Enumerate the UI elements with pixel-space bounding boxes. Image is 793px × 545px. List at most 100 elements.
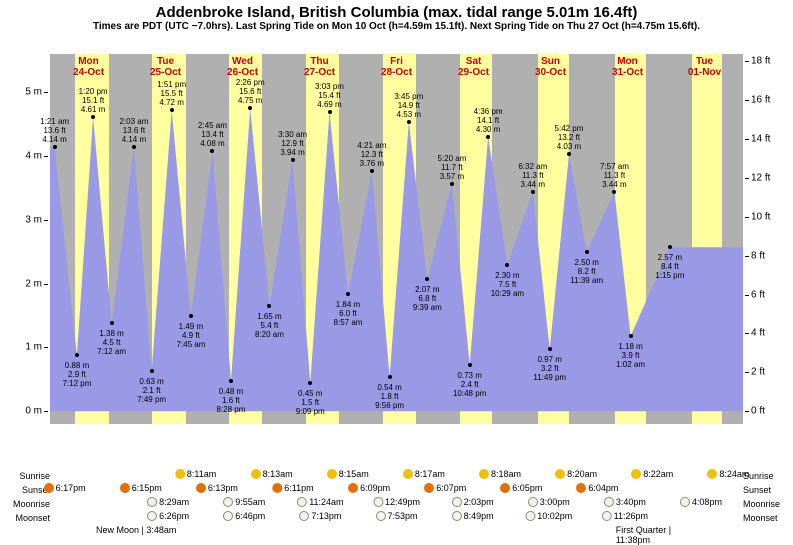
sun-time: 8:18am [491,469,521,479]
y-tick-ft: 14 ft [751,133,770,144]
moon-time: 2:03pm [464,497,494,507]
night-strip [589,54,615,424]
moon-time: 3:40pm [616,497,646,507]
sun-entry: 8:13am [251,469,293,479]
tide-point [75,353,79,357]
sunrise-icon [327,469,337,479]
sunrise-icon [631,469,641,479]
night-strip [204,54,229,424]
moon-icon [223,511,233,521]
moon-entry: 3:00pm [528,497,570,507]
sunrise-icon [251,469,261,479]
y-axis-left: 0 m1 m2 m3 m4 m5 m [0,54,48,424]
chart-area: 0 m1 m2 m3 m4 m5 m Mon24-OctTue25-OctWed… [0,34,793,464]
sun-entry: 8:20am [555,469,597,479]
y-tick-ft: 10 ft [751,211,770,222]
moon-time: 3:00pm [540,497,570,507]
tide-label: 2.50 m8.2 ft11:39 am [570,258,603,285]
night-strip [722,54,743,424]
sunrise-row: 8:11am 8:13am 8:15am 8:17am 8:18am 8:20am 8:22… [54,469,739,483]
sunset-icon [196,483,206,493]
night-strip [646,54,666,424]
sun-time: 6:13pm [208,483,238,493]
moon-entry: 6:46pm [223,511,265,521]
tide-label: 3:45 pm14.9 ft4.53 m [394,92,423,119]
night-strip [569,54,589,424]
day-header: Mon24-Oct [50,56,127,78]
moon-entry: 2:03pm [452,497,494,507]
moon-time: 7:13pm [311,511,341,521]
tide-point [210,149,214,153]
moon-time: 6:46pm [235,511,265,521]
sun-time: 8:22am [643,469,673,479]
tide-point [370,169,374,173]
tide-label: 2:45 am13.4 ft4.08 m [198,121,227,148]
sunrise-icon [555,469,565,479]
tide-label: 1.18 m3.9 ft1:02 am [616,342,645,369]
sun-entry: 6:15pm [120,483,162,493]
night-strip [127,54,152,424]
night-strip [435,54,460,424]
moonrise-row: 8:29am 9:55am 11:24am 12:49pm 2:03pm 3:00pm 3:… [54,497,739,511]
tide-label: 2:26 pm15.6 ft4.75 m [236,78,265,105]
moon-phase-row: New Moon | 3:48am First Quarter | 11:38p… [54,525,739,539]
night-strip [358,54,383,424]
moon-time: 4:08pm [692,497,722,507]
night-strip [281,54,306,424]
sun-entry: 8:11am [175,469,216,479]
y-tick-m: 4 m [25,151,42,162]
moon-entry: 11:24am [297,497,343,507]
sun-entry: 6:17pm [44,483,86,493]
sun-entry: 8:15am [327,469,369,479]
sun-time: 8:20am [567,469,597,479]
tide-label: 2.57 m8.4 ft1:15 pm [655,253,684,280]
day-header: Wed26-Oct [204,56,281,78]
sun-entry: 6:07pm [424,483,466,493]
tide-point [308,381,312,385]
moon-entry: 12:49pm [373,497,420,507]
tide-label: 3:30 am12.9 ft3.94 m [278,130,307,157]
tide-point [132,145,136,149]
night-strip [666,54,692,424]
day-header: Tue25-Oct [127,56,204,78]
moon-icon [373,497,383,507]
tide-label: 0.97 m3.2 ft11:49 pm [533,355,566,382]
tide-label: 1.65 m5.4 ft8:20 am [255,312,284,339]
tide-point [629,334,633,338]
moon-icon [452,511,462,521]
moon-time: 11:26pm [614,511,648,521]
sun-entry: 6:09pm [348,483,390,493]
sun-entry: 8:24am [707,469,749,479]
day-header: Tue01-Nov [666,56,743,78]
tide-label: 1:51 pm15.5 ft4.72 m [157,80,186,107]
tide-label: 1:20 pm15.1 ft4.61 m [79,87,108,114]
sun-time: 8:17am [415,469,445,479]
sunset-icon [348,483,358,493]
moon-icon [299,511,309,521]
moon-entry: 3:40pm [604,497,646,507]
sunrise-icon [403,469,413,479]
sun-time: 8:24am [719,469,749,479]
tide-label: 2.07 m6.8 ft9:39 am [413,285,442,312]
sun-time: 6:05pm [512,483,542,493]
y-tick-ft: 4 ft [751,328,765,339]
y-tick-ft: 2 ft [751,367,765,378]
sunset-icon [576,483,586,493]
moon-icon [223,497,233,507]
day-strip [306,54,338,424]
sun-time: 6:11pm [284,483,313,493]
moon-time: 8:29am [159,497,189,507]
sunset-icon [120,483,130,493]
sun-time: 6:04pm [588,483,618,493]
tide-point [150,369,154,373]
moonrise-label-right: Moonrise [739,499,793,509]
moon-time: 8:49pm [464,511,494,521]
sunrise-icon [479,469,489,479]
moon-icon [604,497,614,507]
sun-entry: 6:05pm [500,483,542,493]
tide-point [291,158,295,162]
moon-time: 9:55am [235,497,265,507]
tide-point [346,292,350,296]
sun-time: 6:15pm [132,483,162,493]
y-tick-ft: 8 ft [751,250,765,261]
